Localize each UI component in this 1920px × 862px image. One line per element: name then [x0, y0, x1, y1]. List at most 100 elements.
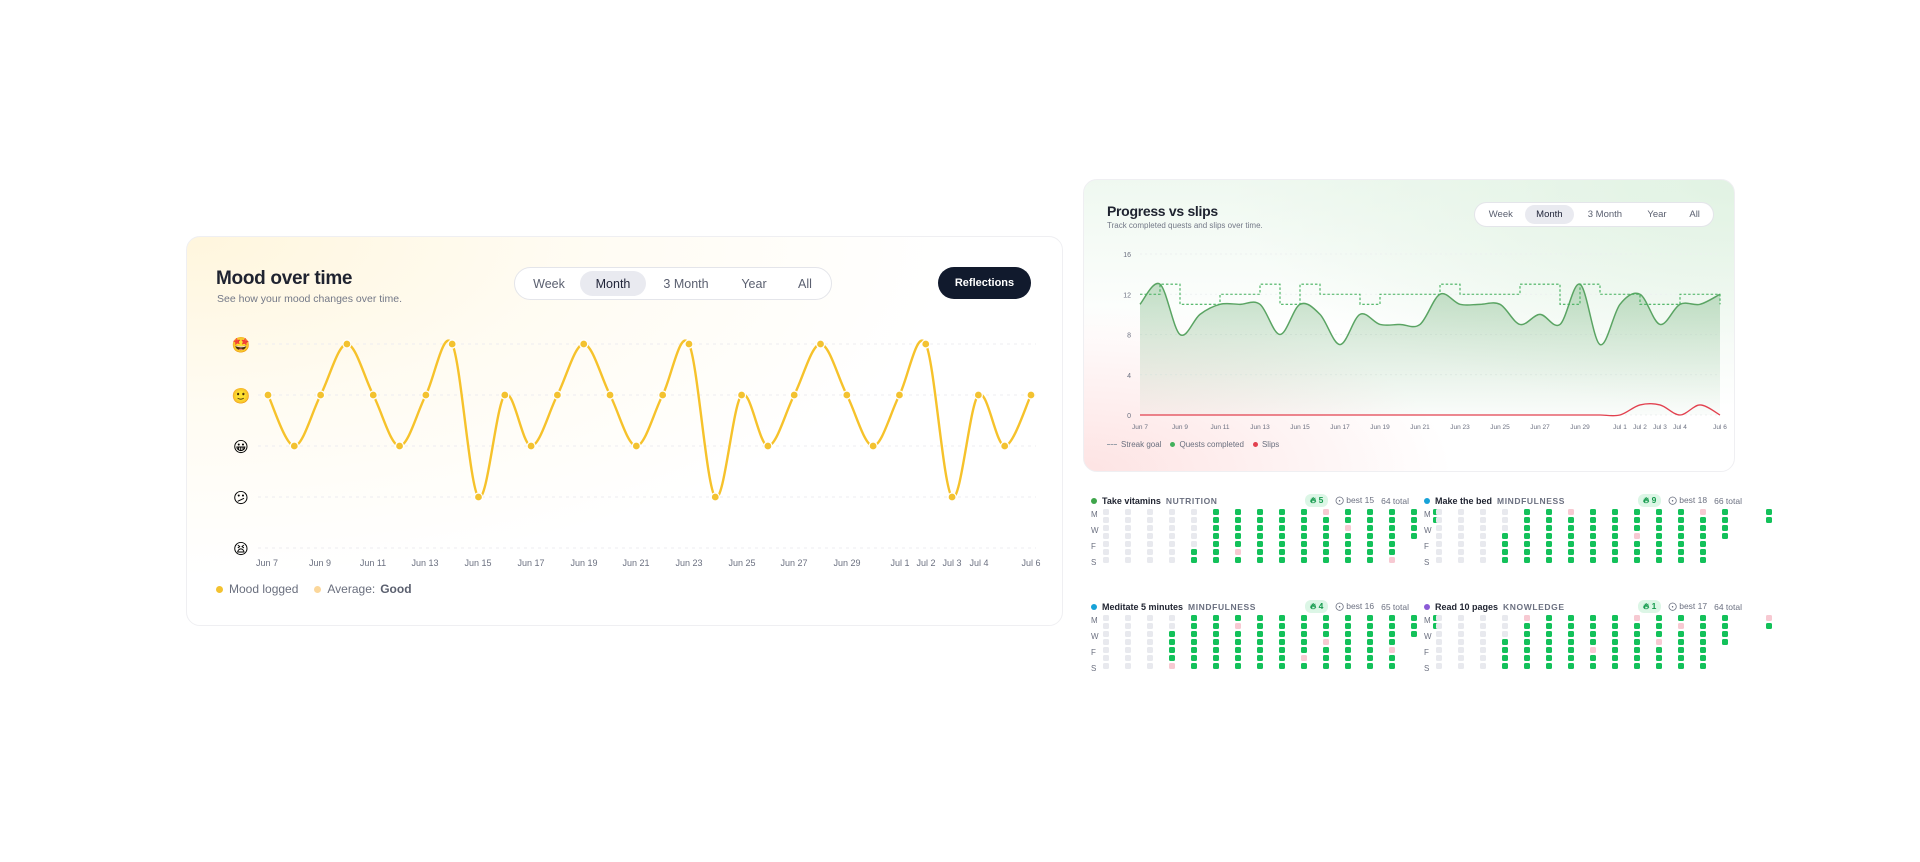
habit-day-cell[interactable]: [1367, 663, 1373, 669]
habit-day-cell[interactable]: [1235, 655, 1241, 661]
habit-day-cell[interactable]: [1634, 623, 1640, 629]
habit-day-cell[interactable]: [1436, 541, 1442, 547]
habit-day-cell[interactable]: [1634, 541, 1640, 547]
habit-day-cell[interactable]: [1257, 615, 1263, 621]
habit-day-cell[interactable]: [1301, 549, 1307, 555]
habit-day-cell[interactable]: [1546, 525, 1552, 531]
mood-range-month[interactable]: Month: [580, 271, 646, 296]
habit-day-cell[interactable]: [1213, 541, 1219, 547]
habit-day-cell[interactable]: [1502, 517, 1508, 523]
habit-day-cell[interactable]: [1301, 623, 1307, 629]
habit-day-cell[interactable]: [1700, 631, 1706, 637]
habit-day-cell[interactable]: [1700, 541, 1706, 547]
habit-day-cell[interactable]: [1700, 557, 1706, 563]
habit-day-cell[interactable]: [1103, 623, 1109, 629]
habit-day-cell[interactable]: [1524, 631, 1530, 637]
habit-day-cell[interactable]: [1546, 663, 1552, 669]
habit-day-cell[interactable]: [1213, 525, 1219, 531]
habit-day-cell[interactable]: [1345, 655, 1351, 661]
habit-day-cell[interactable]: [1147, 647, 1153, 653]
habit-day-cell[interactable]: [1634, 655, 1640, 661]
habit-day-cell[interactable]: [1546, 655, 1552, 661]
habit-day-cell[interactable]: [1257, 623, 1263, 629]
habit-day-cell[interactable]: [1436, 647, 1442, 653]
habit-day-cell[interactable]: [1678, 623, 1684, 629]
habit-day-cell[interactable]: [1766, 623, 1772, 629]
habit-day-cell[interactable]: [1502, 663, 1508, 669]
habit-day-cell[interactable]: [1103, 557, 1109, 563]
habit-day-cell[interactable]: [1103, 663, 1109, 669]
habit-day-cell[interactable]: [1612, 525, 1618, 531]
habit-day-cell[interactable]: [1480, 615, 1486, 621]
habit-day-cell[interactable]: [1345, 541, 1351, 547]
habit-day-cell[interactable]: [1612, 639, 1618, 645]
habit-day-cell[interactable]: [1568, 525, 1574, 531]
habit-day-cell[interactable]: [1502, 655, 1508, 661]
habit-day-cell[interactable]: [1235, 623, 1241, 629]
habit-day-cell[interactable]: [1722, 631, 1728, 637]
habit-day-cell[interactable]: [1235, 533, 1241, 539]
habit-day-cell[interactable]: [1257, 509, 1263, 515]
habit-day-cell[interactable]: [1458, 631, 1464, 637]
habit-day-cell[interactable]: [1125, 647, 1131, 653]
habit-day-cell[interactable]: [1191, 541, 1197, 547]
habit-day-cell[interactable]: [1436, 663, 1442, 669]
habit-day-cell[interactable]: [1301, 557, 1307, 563]
habit-day-cell[interactable]: [1722, 509, 1728, 515]
habit-day-cell[interactable]: [1480, 557, 1486, 563]
habit-day-cell[interactable]: [1656, 631, 1662, 637]
habit-day-cell[interactable]: [1590, 631, 1596, 637]
habit-day-cell[interactable]: [1323, 549, 1329, 555]
mood-range-3-month[interactable]: 3 Month: [663, 276, 709, 291]
habit-day-cell[interactable]: [1590, 549, 1596, 555]
habit-day-cell[interactable]: [1546, 639, 1552, 645]
habit-day-cell[interactable]: [1411, 509, 1417, 515]
habit-day-cell[interactable]: [1546, 623, 1552, 629]
habit-day-cell[interactable]: [1634, 549, 1640, 555]
habit-day-cell[interactable]: [1235, 647, 1241, 653]
habit-day-cell[interactable]: [1678, 541, 1684, 547]
habit-day-cell[interactable]: [1568, 623, 1574, 629]
habit-day-cell[interactable]: [1191, 631, 1197, 637]
habit-day-cell[interactable]: [1323, 623, 1329, 629]
habit-day-cell[interactable]: [1169, 541, 1175, 547]
habit-day-cell[interactable]: [1546, 631, 1552, 637]
habit-day-cell[interactable]: [1257, 549, 1263, 555]
habit-day-cell[interactable]: [1766, 615, 1772, 621]
habit-day-cell[interactable]: [1147, 517, 1153, 523]
habit-day-cell[interactable]: [1389, 631, 1395, 637]
habit-day-cell[interactable]: [1213, 655, 1219, 661]
habit-day-cell[interactable]: [1524, 623, 1530, 629]
habit-day-cell[interactable]: [1656, 655, 1662, 661]
habit-day-cell[interactable]: [1323, 631, 1329, 637]
habit-day-cell[interactable]: [1367, 655, 1373, 661]
habit-day-cell[interactable]: [1612, 517, 1618, 523]
habit-day-cell[interactable]: [1301, 517, 1307, 523]
habit-day-cell[interactable]: [1169, 647, 1175, 653]
habit-day-cell[interactable]: [1323, 639, 1329, 645]
habit-day-cell[interactable]: [1345, 663, 1351, 669]
habit-day-cell[interactable]: [1147, 549, 1153, 555]
habit-day-cell[interactable]: [1411, 623, 1417, 629]
habit-day-cell[interactable]: [1590, 639, 1596, 645]
habit-day-cell[interactable]: [1257, 525, 1263, 531]
habit-day-cell[interactable]: [1147, 655, 1153, 661]
habit-day-cell[interactable]: [1213, 509, 1219, 515]
habit-day-cell[interactable]: [1612, 623, 1618, 629]
habit-day-cell[interactable]: [1213, 631, 1219, 637]
habit-day-cell[interactable]: [1301, 525, 1307, 531]
habit-day-cell[interactable]: [1147, 639, 1153, 645]
habit-day-cell[interactable]: [1524, 557, 1530, 563]
habit-day-cell[interactable]: [1279, 639, 1285, 645]
habit-card[interactable]: Meditate 5 minutes MINDFULNESS 🔥︎ 4 ⨀ best …: [1091, 600, 1439, 700]
habit-day-cell[interactable]: [1634, 663, 1640, 669]
habit-day-cell[interactable]: [1169, 631, 1175, 637]
habit-day-cell[interactable]: [1634, 639, 1640, 645]
habit-day-cell[interactable]: [1568, 533, 1574, 539]
habit-day-cell[interactable]: [1524, 639, 1530, 645]
habit-day-cell[interactable]: [1700, 509, 1706, 515]
habit-day-cell[interactable]: [1279, 509, 1285, 515]
habit-day-cell[interactable]: [1411, 525, 1417, 531]
habit-day-cell[interactable]: [1634, 557, 1640, 563]
habit-day-cell[interactable]: [1502, 533, 1508, 539]
